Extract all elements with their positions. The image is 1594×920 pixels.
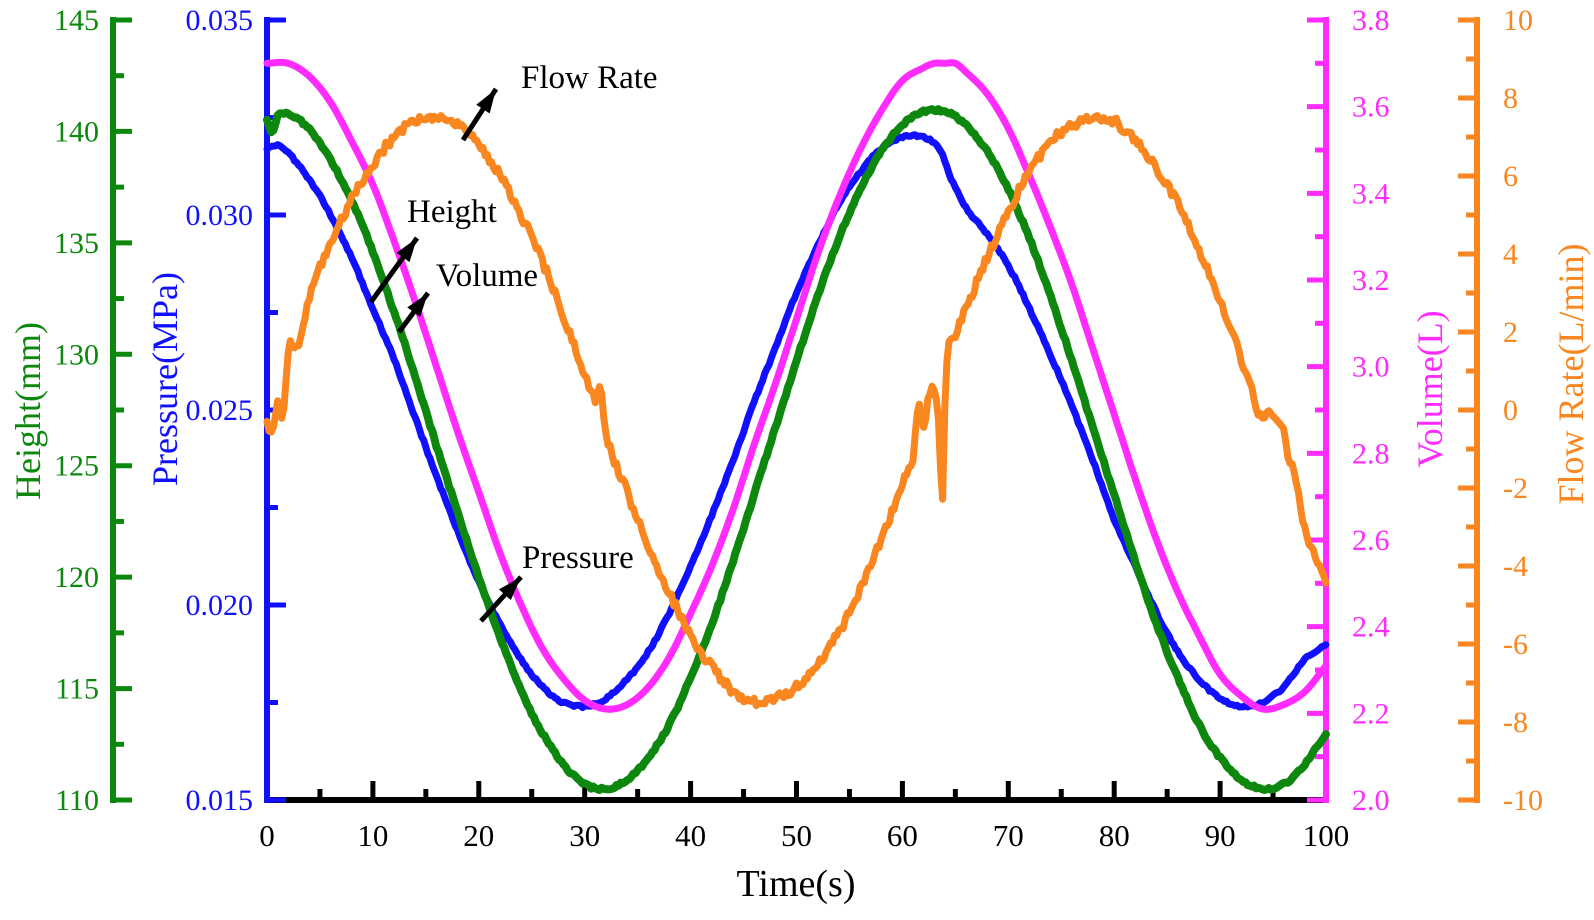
- volume-tick-label: 3.4: [1352, 177, 1390, 210]
- flow-tick-label: -8: [1503, 706, 1528, 739]
- height-axis: 145 140 135 130 125 120 115 110: [54, 4, 132, 817]
- volume-curve: [263, 58, 1330, 713]
- pressure-axis-title: Pressure(MPa): [145, 272, 185, 486]
- flow-tick-label: 10: [1503, 4, 1533, 37]
- flow-tick-label: -4: [1503, 550, 1528, 583]
- height-annotation-arrow: [368, 236, 420, 304]
- volume-tick-label: 2.8: [1352, 437, 1390, 470]
- volume-tick-label: 2.2: [1352, 697, 1390, 730]
- height-tick-label: 135: [54, 227, 99, 260]
- height-axis-title: Height(mm): [8, 322, 48, 500]
- x-tick-label: 40: [675, 818, 706, 853]
- height-tick-label: 125: [54, 450, 99, 483]
- flow-rate-annotation-arrow: [460, 87, 499, 142]
- volume-annotation-arrow: [396, 291, 431, 334]
- x-tick-label: 20: [463, 818, 494, 853]
- flow-tick-label: 2: [1503, 316, 1518, 349]
- flow-tick-label: 4: [1503, 238, 1518, 271]
- x-axis: 0 10 20 30 40 50 60 70 80 90 100: [259, 781, 1349, 853]
- height-tick-label: 145: [54, 4, 99, 37]
- height-curve: [263, 105, 1330, 794]
- flow-curve: [263, 112, 1330, 710]
- height-annotation-label: Height: [407, 194, 497, 230]
- flow-tick-label: -6: [1503, 628, 1528, 661]
- volume-axis: 3.8 3.6 3.4 3.2 3.0 2.8 2.6 2.4 2.2 2.0: [1307, 4, 1390, 817]
- flow-tick-label: -2: [1503, 472, 1528, 505]
- x-tick-label: 0: [259, 818, 275, 853]
- flow-tick-label: -10: [1503, 784, 1543, 817]
- volume-tick-label: 3.0: [1352, 351, 1390, 384]
- volume-annotation-label: Volume: [436, 258, 539, 294]
- volume-tick-label: 3.2: [1352, 264, 1390, 297]
- pressure-tick-label: 0.025: [186, 394, 254, 427]
- height-tick-label: 130: [54, 338, 99, 371]
- flow-rate-annotation-label: Flow Rate: [521, 60, 658, 96]
- pressure-tick-label: 0.030: [186, 199, 254, 232]
- flow-tick-label: 0: [1503, 394, 1518, 427]
- pressure-annotation-label: Pressure: [522, 540, 634, 576]
- height-tick-label: 120: [54, 561, 99, 594]
- x-tick-label: 70: [993, 818, 1024, 853]
- x-tick-label: 100: [1303, 818, 1350, 853]
- x-tick-label: 80: [1099, 818, 1130, 853]
- x-tick-label: 30: [569, 818, 600, 853]
- x-tick-label: 60: [887, 818, 918, 853]
- volume-axis-title: Volume(L): [1410, 310, 1450, 468]
- flow-rate-axis-title: Flow Rate(L/min): [1551, 243, 1591, 505]
- x-tick-label: 90: [1205, 818, 1236, 853]
- height-tick-label: 110: [55, 784, 99, 817]
- flow-tick-label: 6: [1503, 160, 1518, 193]
- pressure-annotation-arrow: [479, 575, 523, 623]
- pressure-tick-label: 0.020: [186, 589, 254, 622]
- flow-axis: 10 8 6 4 2 0 -2 -4 -6 -8 -10: [1458, 4, 1543, 817]
- height-tick-label: 140: [54, 115, 99, 148]
- x-tick-label: 50: [781, 818, 812, 853]
- volume-tick-label: 2.6: [1352, 524, 1390, 557]
- height-tick-label: 115: [55, 673, 99, 706]
- flow-tick-label: 8: [1503, 82, 1518, 115]
- time-axis-title: Time(s): [736, 863, 856, 905]
- pressure-tick-label: 0.035: [186, 4, 254, 37]
- volume-tick-label: 3.8: [1352, 4, 1390, 37]
- volume-tick-label: 3.6: [1352, 91, 1390, 124]
- x-tick-label: 10: [357, 818, 388, 853]
- volume-tick-label: 2.0: [1352, 784, 1390, 817]
- volume-tick-label: 2.4: [1352, 611, 1390, 644]
- pressure-tick-label: 0.015: [186, 784, 254, 817]
